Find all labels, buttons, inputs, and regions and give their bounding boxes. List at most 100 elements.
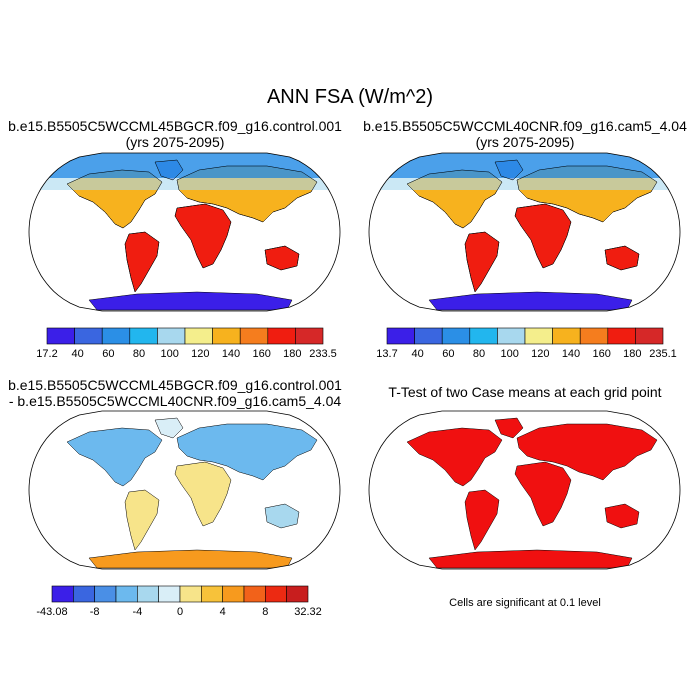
colorbar-box xyxy=(243,585,266,603)
panel-title-top-left: b.e15.B5505C5WCCML45BGCR.f09_g16.control… xyxy=(0,118,350,150)
land-africa xyxy=(174,461,232,527)
land-australia xyxy=(604,503,640,529)
map-panel-top-right xyxy=(368,152,681,312)
land-antarctica xyxy=(428,291,633,311)
band-mid-latitude xyxy=(29,178,340,190)
colorbar-box xyxy=(222,585,245,603)
panel-title-line1: b.e15.B5505C5WCCML45BGCR.f09_g16.control… xyxy=(8,118,342,134)
land-antarctica xyxy=(88,549,293,569)
land-africa xyxy=(514,203,572,269)
colorbar-tick-label: 17.2 xyxy=(36,348,57,360)
colorbar-box xyxy=(414,327,443,345)
colorbar-tick-label: 120 xyxy=(531,348,549,360)
colorbar-tick-label: 180 xyxy=(283,348,301,360)
land-africa xyxy=(514,461,572,527)
map-panel-bottom-left xyxy=(28,410,341,570)
land-europe-asia xyxy=(176,423,318,481)
significance-note: Cells are significant at 0.1 level xyxy=(449,597,601,609)
colorbar-tick-label: 140 xyxy=(222,348,240,360)
colorbar-tick-label: 100 xyxy=(160,348,178,360)
panel-title-line2: - b.e15.B5505C5WCCML40CNR.f09_g16.cam5_4… xyxy=(8,393,342,409)
colorbar-box xyxy=(552,327,581,345)
colorbar-box xyxy=(212,327,241,345)
land-south-america xyxy=(464,489,500,551)
colorbar-box xyxy=(497,327,526,345)
map-land-layer xyxy=(66,417,318,569)
colorbar-box xyxy=(201,585,223,603)
colorbar-box xyxy=(101,327,131,345)
coast-europe-asia xyxy=(516,165,658,223)
colorbar-tick-label: 233.5 xyxy=(309,348,337,360)
colorbar-bottom-left: -43.08 -8 -4 0 4 8 32.32 xyxy=(36,585,322,618)
colorbar-tick-label: 160 xyxy=(252,348,270,360)
panel-title-line2: (yrs 2075-2095) xyxy=(475,134,575,150)
colorbar-box xyxy=(386,327,415,345)
colorbar-tick-label: 40 xyxy=(72,348,84,360)
coast-south-america xyxy=(464,231,500,293)
land-greenland xyxy=(494,417,524,439)
colorbar-box xyxy=(51,585,74,603)
coast-africa xyxy=(514,203,572,269)
band-high-latitude xyxy=(29,153,340,178)
colorbar-box xyxy=(239,327,269,345)
figure-title: ANN FSA (W/m^2) xyxy=(266,86,434,108)
coast-australia xyxy=(264,245,300,271)
colorbar-box xyxy=(158,585,181,603)
colorbar-tick-label: -8 xyxy=(90,606,100,618)
colorbar-box xyxy=(184,327,213,345)
colorbar-box xyxy=(469,327,498,345)
colorbar-box xyxy=(295,327,324,345)
coast-greenland xyxy=(494,159,524,181)
panel-title-top-right: b.e15.B5505C5WCCML40CNR.f09_g16.cam5_4.0… xyxy=(350,118,700,150)
map-frame xyxy=(28,152,341,312)
colorbar-tick-label: 60 xyxy=(442,348,454,360)
coast-north-america xyxy=(66,169,163,229)
colorbar-box xyxy=(635,327,664,345)
coast-south-america xyxy=(124,231,160,293)
colorbar-box xyxy=(94,585,117,603)
coast-greenland xyxy=(154,159,184,181)
colorbar-tick-label: 0 xyxy=(177,606,183,618)
colorbar-tick-label: 120 xyxy=(191,348,209,360)
colorbar-box xyxy=(265,585,287,603)
colorbar-tick-label: 140 xyxy=(562,348,580,360)
land-south-america xyxy=(464,231,500,293)
panel-title-line2: (yrs 2075-2095) xyxy=(125,134,225,150)
land-australia xyxy=(604,245,640,271)
land-south-america xyxy=(124,231,160,293)
colorbar-box xyxy=(137,585,159,603)
coast-africa xyxy=(174,203,232,269)
colorbar-box xyxy=(46,327,75,345)
colorbar-box xyxy=(524,327,553,345)
colorbar-tick-label: -4 xyxy=(132,606,142,618)
land-antarctica xyxy=(88,291,293,311)
map-land-layer xyxy=(369,153,680,311)
map-land-layer xyxy=(29,153,340,311)
coast-north-america xyxy=(406,169,503,229)
coast-australia xyxy=(604,245,640,271)
colorbar-box xyxy=(179,585,202,603)
colorbar-tick-label: 180 xyxy=(623,348,641,360)
colorbar-tick-label: 80 xyxy=(473,348,485,360)
colorbar-tick-label: 100 xyxy=(500,348,518,360)
colorbar-box xyxy=(579,327,609,345)
land-africa xyxy=(174,203,232,269)
colorbar-tick-label: -43.08 xyxy=(36,606,67,618)
colorbar-box xyxy=(74,327,103,345)
colorbar-box xyxy=(267,327,296,345)
colorbar-tick-label: 235.1 xyxy=(649,348,677,360)
colorbar-tick-label: 32.32 xyxy=(294,606,322,618)
map-frame xyxy=(28,410,341,570)
colorbar-box xyxy=(441,327,471,345)
map-land-layer xyxy=(406,417,658,569)
land-north-america xyxy=(66,427,163,487)
panel-title-line1: b.e15.B5505C5WCCML40CNR.f09_g16.cam5_4.0… xyxy=(363,118,687,134)
colorbar-tick-label: 40 xyxy=(412,348,424,360)
panel-title-line1: T-Test of two Case means at each grid po… xyxy=(388,384,662,400)
map-panel-top-left xyxy=(28,152,341,312)
colorbar-box xyxy=(607,327,636,345)
colorbar-top-left: 17.2 40 60 80 100 120 140 160 180 233.5 xyxy=(36,327,337,360)
colorbar-tick-label: 13.7 xyxy=(376,348,397,360)
panel-title-line1: b.e15.B5505C5WCCML45BGCR.f09_g16.control… xyxy=(8,377,342,393)
land-greenland xyxy=(154,417,184,439)
